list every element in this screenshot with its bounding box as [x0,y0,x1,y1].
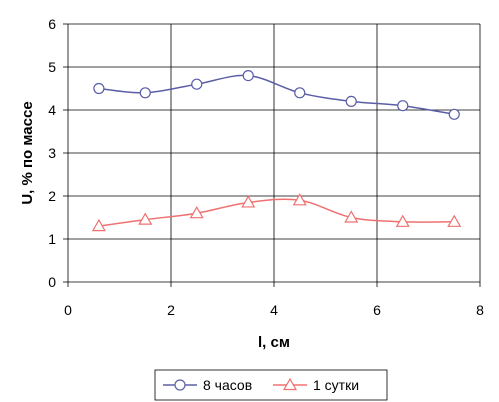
data-point-series-2 [138,212,153,225]
x-tick-label: 8 [476,302,484,318]
data-point-series-2 [344,210,359,223]
y-tick-label: 0 [48,274,56,290]
data-point-series-2 [241,195,256,208]
data-point-series-1 [448,108,460,120]
legend: 8 часов 1 сутки [154,369,388,401]
axis-layer: 0 1 2 3 4 5 6 0 2 4 6 8 [48,16,484,318]
legend-label-2: 1 сутки [313,377,359,393]
y-axis-title: U, % по массе [19,101,36,204]
x-tick-label: 2 [167,302,175,318]
series-layer [91,69,462,232]
x-tick-label: 0 [64,302,72,318]
y-tick-label: 1 [48,231,56,247]
data-point-series-2 [292,193,307,206]
data-point-series-1 [191,78,203,90]
data-point-series-1 [139,87,151,99]
data-point-series-1 [397,100,409,112]
x-axis-title: l, см [258,334,290,351]
data-point-series-2 [189,205,204,219]
legend-marker-2 [282,377,298,391]
legend-label-1: 8 часов [203,377,252,393]
y-tick-label: 5 [48,59,56,75]
data-point-series-1 [242,69,254,82]
y-tick-label: 2 [48,188,56,204]
series-line-2 [98,198,455,227]
data-point-series-2 [91,218,106,232]
y-tick-label: 6 [48,16,56,32]
grid-layer [67,23,481,283]
x-tick-label: 6 [373,302,381,318]
y-tick-label: 3 [48,145,56,161]
data-point-series-1 [93,82,105,95]
data-point-series-2 [395,214,410,227]
data-point-series-1 [345,95,357,108]
legend-marker-1 [174,379,186,391]
x-tick-label: 4 [270,302,278,318]
data-point-series-1 [294,87,306,99]
data-point-series-2 [447,214,462,227]
y-tick-label: 4 [48,102,56,118]
